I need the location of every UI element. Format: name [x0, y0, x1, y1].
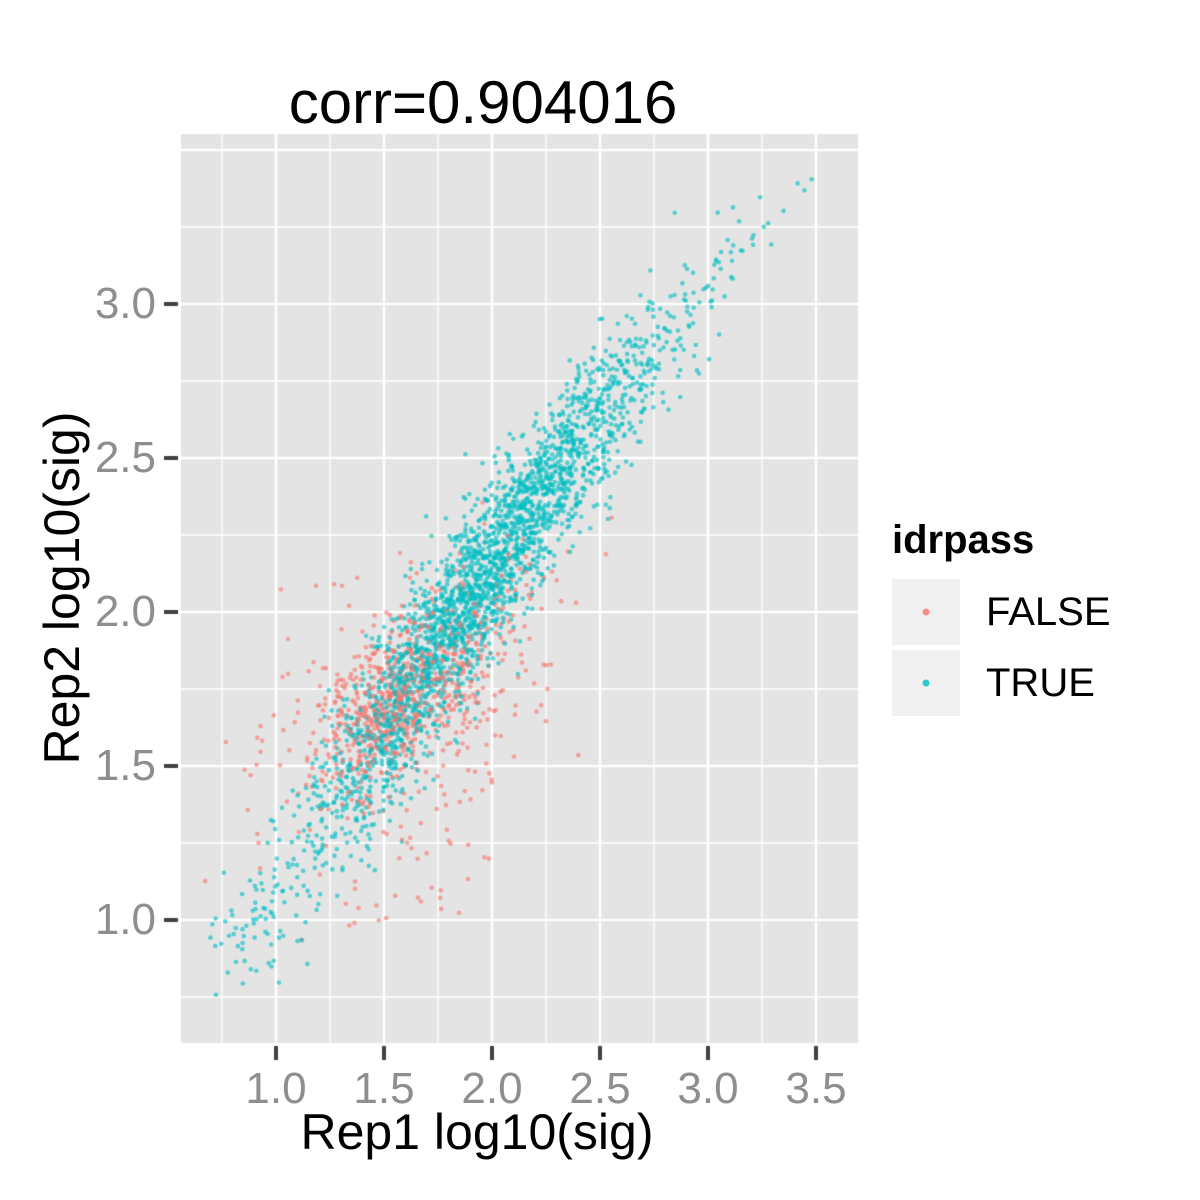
legend-label-false: FALSE — [986, 589, 1111, 634]
y-tick-label: 1.5 — [94, 741, 156, 790]
x-tick-label: 3.0 — [677, 1064, 739, 1113]
x-tick-label: 2.0 — [461, 1064, 523, 1113]
x-tick-label: 3.5 — [785, 1064, 847, 1113]
y-tick-label: 3.0 — [94, 279, 156, 328]
x-tick-label: 1.5 — [353, 1064, 415, 1113]
y-axis-title: Rep2 log10(sig) — [34, 411, 90, 765]
y-tick-label: 2.0 — [94, 587, 156, 636]
legend-title: idrpass — [892, 518, 1035, 562]
x-axis-title: Rep1 log10(sig) — [300, 1104, 654, 1160]
x-tick-label: 2.5 — [569, 1064, 631, 1113]
legend-entry-false: FALSE — [892, 579, 1192, 645]
true-point-icon — [922, 679, 930, 687]
x-tick-label: 1.0 — [245, 1064, 307, 1113]
legend-key-false — [892, 579, 960, 645]
legend: idrpass FALSE TRUE — [892, 518, 1192, 721]
legend-label-true: TRUE — [986, 660, 1095, 705]
legend-key-true — [892, 650, 960, 716]
plot-title: corr=0.904016 — [288, 69, 678, 136]
y-tick-label: 1.0 — [94, 895, 156, 944]
false-point-icon — [922, 608, 930, 616]
y-tick-label: 2.5 — [94, 433, 156, 482]
legend-entry-true: TRUE — [892, 650, 1192, 716]
